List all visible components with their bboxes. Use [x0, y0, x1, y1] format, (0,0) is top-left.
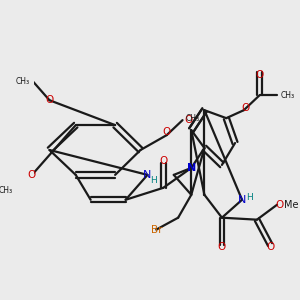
Text: N: N	[143, 170, 152, 180]
Text: O: O	[275, 200, 283, 210]
Text: CH₃: CH₃	[16, 77, 30, 86]
Text: CH₃: CH₃	[185, 114, 199, 123]
Text: O: O	[218, 242, 226, 252]
Text: O: O	[45, 95, 54, 105]
Text: CH₃: CH₃	[0, 186, 12, 195]
Text: Me: Me	[284, 200, 299, 210]
Text: O: O	[184, 115, 192, 125]
Text: N: N	[187, 163, 196, 173]
Text: H: H	[247, 193, 253, 202]
Text: CH₃: CH₃	[280, 91, 294, 100]
Text: Br: Br	[151, 225, 162, 235]
Text: O: O	[255, 70, 264, 80]
Text: O: O	[28, 170, 36, 180]
Text: O: O	[159, 156, 167, 166]
Text: O: O	[242, 103, 250, 113]
Text: O: O	[163, 127, 171, 137]
Text: H: H	[150, 176, 157, 185]
Text: N: N	[238, 195, 246, 205]
Text: O: O	[266, 242, 274, 252]
